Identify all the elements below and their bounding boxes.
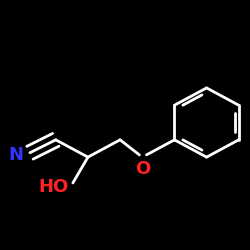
Text: O: O: [135, 160, 150, 178]
Text: N: N: [9, 146, 24, 164]
Text: HO: HO: [38, 178, 68, 196]
